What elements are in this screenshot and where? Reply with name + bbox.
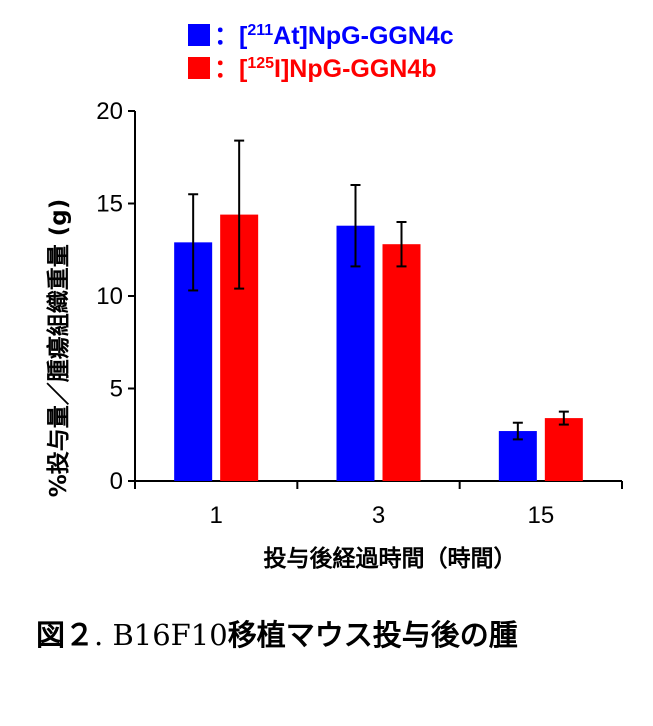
bars	[174, 139, 583, 481]
bar-chart: ：[211At]NpG-GGN4c ：[125I]NpG-GGN4b 0 5 10 15…	[45, 22, 623, 572]
y-tick-label: 10	[96, 283, 123, 310]
caption-separator: .	[94, 618, 113, 652]
legend-swatch	[188, 57, 210, 79]
legend-label: ：[125I]NpG-GGN4b	[214, 55, 437, 83]
legend: ：[211At]NpG-GGN4c ：[125I]NpG-GGN4b	[188, 22, 454, 83]
y-tick-label: 5	[110, 376, 123, 403]
legend-swatch	[188, 24, 210, 46]
y-tick-label: 15	[96, 191, 123, 218]
y-tick-label: 20	[96, 98, 123, 125]
x-tick-label: 3	[372, 502, 385, 529]
bar	[382, 244, 421, 481]
bar	[544, 418, 583, 481]
bar	[336, 225, 375, 481]
x-tick-label: 1	[209, 502, 222, 529]
y-tick-label: 0	[110, 468, 123, 495]
legend-label: ：[211At]NpG-GGN4c	[214, 22, 454, 50]
caption-text: 移植マウス投与後の腫	[227, 618, 518, 652]
y-axis: 0 5 10 15 20	[96, 98, 136, 495]
y-axis-title: %投与量／腫瘍組織重量 (g)	[45, 199, 72, 498]
x-tick-label: 15	[527, 502, 554, 529]
x-axis-title: 投与後経過時間（時間）	[264, 545, 517, 572]
x-axis: 1 3 15	[134, 480, 623, 529]
caption-code: B16F10	[112, 618, 228, 652]
figure-caption: 図２. B16F10移植マウス投与後の腫	[36, 612, 518, 654]
caption-prefix: 図２	[36, 618, 95, 652]
